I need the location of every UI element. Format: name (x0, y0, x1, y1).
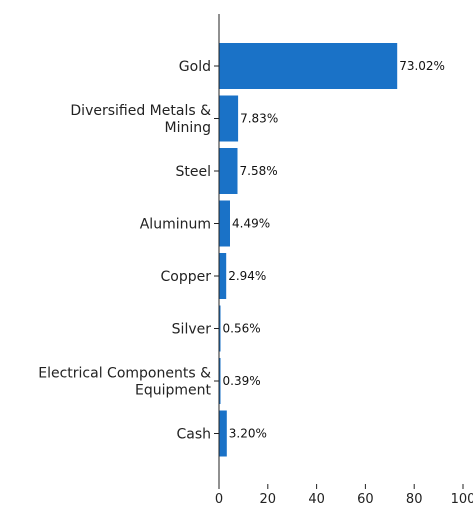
bar-5 (219, 305, 221, 352)
bar-4 (219, 253, 227, 299)
category-label-line: Gold (179, 59, 211, 75)
category-label-line: Equipment (135, 383, 212, 399)
bar-2 (219, 148, 238, 194)
value-label-6: 0.39% (223, 374, 261, 388)
x-tick-label-3: 60 (357, 492, 374, 507)
x-tick-label-4: 80 (406, 492, 423, 507)
value-label-1: 7.83% (240, 112, 278, 126)
labels-layer: 73.02% Gold 7.83% Diversified Metals & Minin… (38, 59, 473, 507)
bar-6 (219, 358, 221, 404)
bar-0 (219, 43, 398, 89)
x-tick-label-2: 40 (308, 492, 325, 507)
category-label-line: Cash (176, 427, 211, 443)
value-label-3: 4.49% (232, 217, 270, 231)
category-label-line: Silver (172, 322, 212, 338)
x-tick-label-1: 20 (260, 492, 277, 507)
value-label-2: 7.58% (240, 164, 278, 178)
category-label-5: Silver (172, 322, 212, 338)
category-label-line: Steel (176, 164, 212, 180)
category-label-7: Cash (176, 427, 211, 443)
category-label-4: Copper (161, 269, 212, 285)
category-label-2: Steel (176, 164, 212, 180)
bar-1 (219, 95, 239, 142)
category-label-3: Aluminum (140, 217, 211, 233)
bar-7 (219, 410, 227, 457)
bars-layer (219, 43, 398, 457)
value-label-5: 0.56% (223, 322, 261, 336)
bar-3 (219, 200, 230, 247)
value-label-7: 3.20% (229, 427, 267, 441)
x-tick-label-0: 0 (215, 492, 223, 507)
category-label-0: Gold (179, 59, 211, 75)
category-label-line: Mining (165, 120, 212, 136)
category-label-1: Diversified Metals & Mining (70, 103, 211, 136)
axes-layer (214, 14, 464, 489)
category-label-line: Copper (161, 269, 212, 285)
x-tick-label-5: 100 (451, 492, 473, 507)
category-label-line: Diversified Metals & (70, 103, 211, 119)
value-label-4: 2.94% (228, 269, 266, 283)
category-label-line: Aluminum (140, 217, 211, 233)
value-label-0: 73.02% (399, 59, 445, 73)
category-label-line: Electrical Components & (38, 366, 211, 382)
category-label-6: Electrical Components & Equipment (38, 366, 211, 399)
